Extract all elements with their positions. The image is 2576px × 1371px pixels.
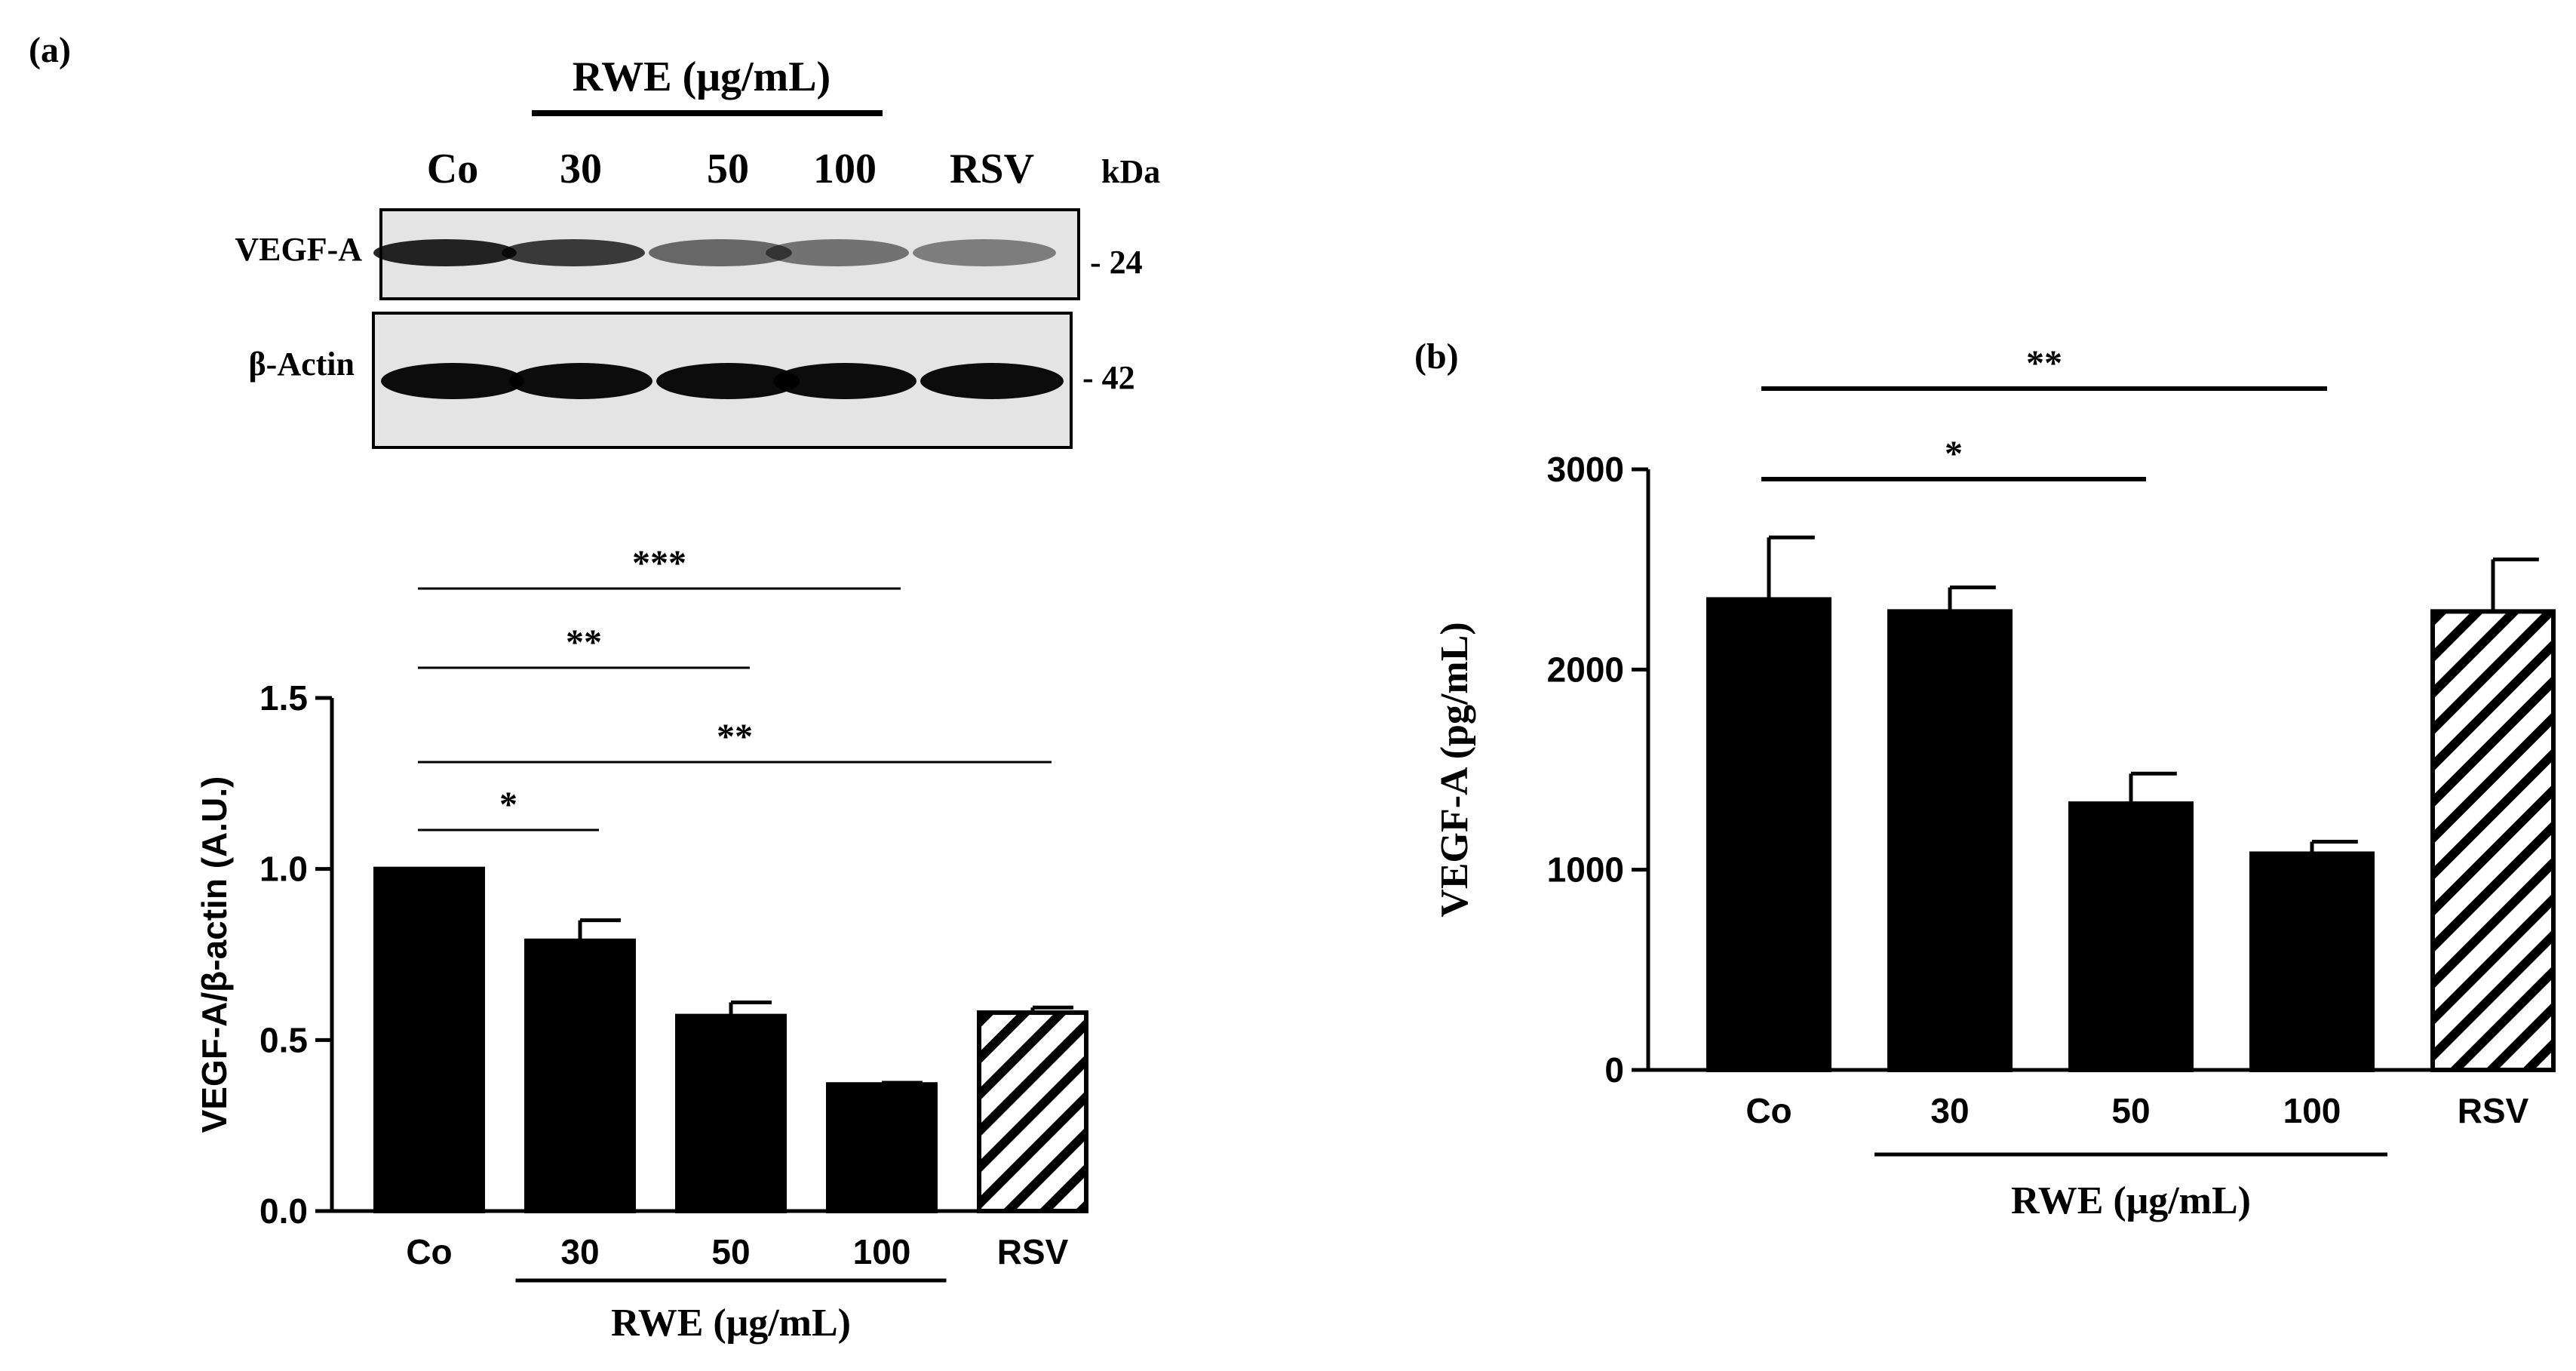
- blot-lane-labels: Co 30 50 100 RSV: [427, 146, 1034, 192]
- blot-lane-label: Co: [427, 146, 478, 192]
- blot-band: [649, 239, 792, 266]
- blot-row: β-Actin - 42: [249, 312, 1135, 449]
- x-tick-label: Co: [406, 1232, 452, 1271]
- y-tick-label: 0: [1604, 1050, 1624, 1090]
- blot-marker: - 24: [1090, 244, 1143, 281]
- y-tick-label: 0.5: [259, 1020, 308, 1059]
- x-tick-label: 30: [560, 1232, 599, 1271]
- panel-a-label: (a): [29, 30, 71, 70]
- y-tick-label: 1.0: [259, 850, 308, 889]
- x-tick-label: 50: [711, 1232, 750, 1271]
- bar: [524, 938, 636, 1214]
- chart-b: 0 1000 2000 3000 Co 30 50 100 RSV RWE (μg/mL) VEGF…: [1433, 343, 2556, 1222]
- blot-row-label: VEGF-A: [235, 231, 362, 268]
- y-tick-label: 2000: [1547, 650, 1624, 689]
- y-axis-label: VEGF-A (pg/mL): [1433, 622, 1476, 917]
- y-axis-label: VEGF-A/β-actin (A.U.): [195, 776, 234, 1133]
- x-tick-label: 50: [2111, 1091, 2150, 1130]
- blot-band: [766, 239, 909, 266]
- bar: [1887, 609, 2013, 1072]
- x-tick-label: Co: [1745, 1091, 1792, 1130]
- blot-band: [509, 363, 652, 399]
- blot-band: [502, 239, 645, 266]
- y-tick-label: 1.5: [259, 678, 308, 718]
- y-tick-label: 3000: [1547, 450, 1624, 489]
- blot-band: [913, 239, 1056, 266]
- significance-label: **: [566, 622, 602, 662]
- bar: [373, 866, 485, 1213]
- bar: [1706, 597, 1831, 1072]
- y-tick-label: 0.0: [259, 1191, 308, 1231]
- blot-band: [773, 363, 916, 399]
- x-tick-label: RSV: [997, 1232, 1069, 1271]
- bar: [2430, 609, 2556, 1072]
- significance-label: **: [2026, 343, 2062, 383]
- blot-band: [381, 363, 524, 399]
- blot-group-label: RWE (μg/mL): [573, 54, 831, 100]
- bar: [2068, 801, 2194, 1073]
- significance-label: ***: [632, 543, 686, 583]
- bar: [826, 1082, 938, 1214]
- bar: [2249, 851, 2375, 1072]
- blot-band: [373, 239, 517, 266]
- x-tick-label: 100: [2283, 1091, 2341, 1130]
- significance-label: *: [499, 785, 517, 825]
- y-tick-label: 1000: [1547, 850, 1624, 890]
- blot-row: VEGF-A - 24: [235, 208, 1143, 300]
- western-blot: VEGF-A - 24 β-Actin - 42: [235, 208, 1143, 449]
- x-axis-label: RWE (μg/mL): [2011, 1179, 2251, 1222]
- significance-label: *: [1945, 434, 1963, 474]
- x-axis-label: RWE (μg/mL): [611, 1302, 851, 1345]
- significance-label: **: [717, 717, 753, 757]
- blot-lane-label: 50: [707, 146, 749, 192]
- blot-row-label: β-Actin: [249, 346, 355, 383]
- blot-lane-label: 100: [813, 146, 877, 192]
- blot-kda-label: kDa: [1101, 153, 1160, 190]
- blot-band: [656, 363, 800, 399]
- blot-lane-label: RSV: [950, 146, 1034, 192]
- x-tick-label: 30: [1930, 1091, 1969, 1130]
- panel-b-label: (b): [1414, 337, 1459, 377]
- bar: [675, 1013, 787, 1213]
- bar: [977, 1010, 1088, 1213]
- chart-a: 0.0 0.5 1.0 1.5 Co 30 50 100 RSV RWE (μg/mL) VEGF-…: [195, 543, 1088, 1345]
- blot-band: [920, 363, 1064, 399]
- blot-marker: - 42: [1082, 359, 1135, 396]
- x-tick-label: 100: [853, 1232, 911, 1271]
- blot-lane-label: 30: [560, 146, 602, 192]
- x-tick-label: RSV: [2458, 1091, 2529, 1130]
